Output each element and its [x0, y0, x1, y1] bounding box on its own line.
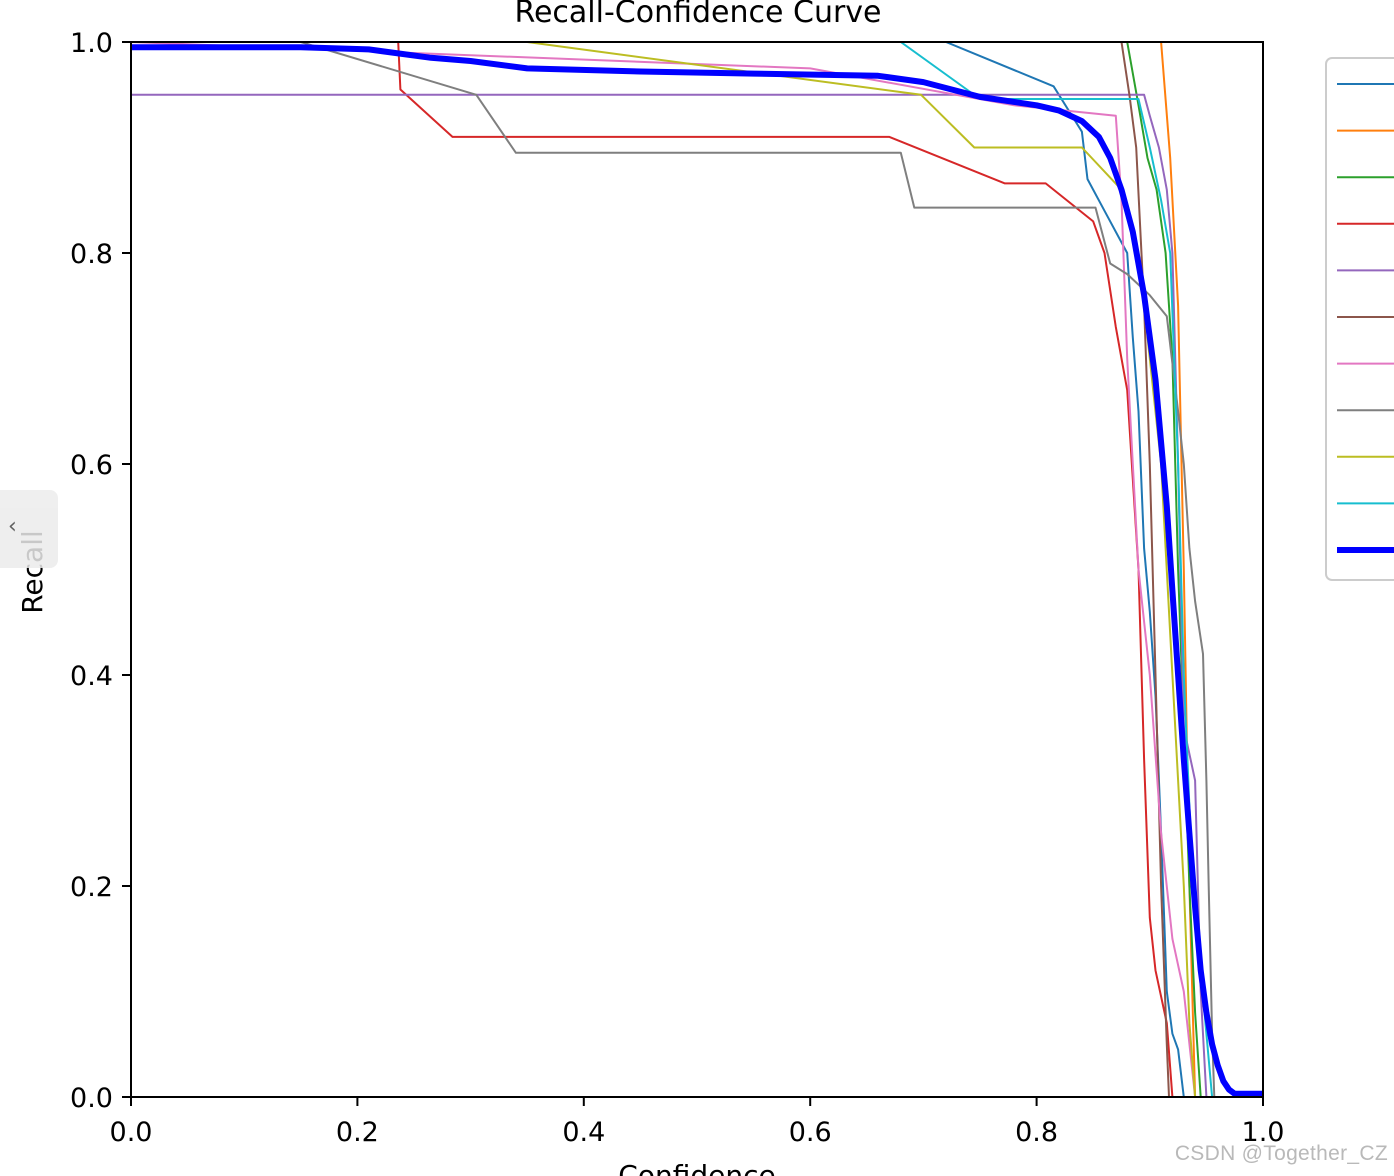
- side-collapse-tab[interactable]: ‹: [0, 490, 58, 568]
- legend-box: [1325, 57, 1394, 581]
- y-tick-label: 0.8: [70, 239, 113, 270]
- plot-area: [131, 42, 1263, 1097]
- series-line-5: [131, 93, 1263, 1097]
- y-tick-label: 0.4: [70, 661, 113, 692]
- series-line-9: [131, 42, 1263, 1097]
- y-tick-label: 0.6: [70, 450, 113, 481]
- series-line-2: [131, 42, 1263, 1097]
- series-line-8: [131, 42, 1263, 1097]
- x-tick-label: 0.0: [110, 1117, 153, 1148]
- series-line-4: [131, 42, 1263, 1097]
- legend: [1325, 57, 1394, 581]
- y-tick-label: 0.0: [70, 1083, 113, 1114]
- series-line-3: [131, 42, 1263, 1097]
- series-line-6: [131, 42, 1263, 1097]
- axes-frame: [130, 41, 1264, 1098]
- x-tick-label: 0.6: [789, 1117, 832, 1148]
- y-tick-label: 1.0: [70, 28, 113, 59]
- chevron-left-icon: ‹: [8, 514, 17, 539]
- x-tick-label: 0.2: [336, 1117, 379, 1148]
- chart-title: Recall-Confidence Curve: [514, 0, 881, 30]
- series-line-7: [131, 42, 1263, 1097]
- x-tick-label: 0.8: [1015, 1117, 1058, 1148]
- x-axis-label: Confidence: [618, 1159, 775, 1176]
- y-tick-label: 0.2: [70, 872, 113, 903]
- x-tick-label: 0.4: [562, 1117, 605, 1148]
- series-line-1: [131, 42, 1263, 1097]
- axes: 0.0 0.2 0.4 0.6 0.8 1.0 0.0 0.2 0.4 0.6 0.8 1.0: [70, 28, 1284, 1148]
- watermark: CSDN @Together_CZ: [1174, 1142, 1388, 1165]
- series-line-10: [131, 42, 1263, 1097]
- x-tick-label: 1.0: [1242, 1117, 1285, 1148]
- series-line-11: [131, 44, 1263, 1097]
